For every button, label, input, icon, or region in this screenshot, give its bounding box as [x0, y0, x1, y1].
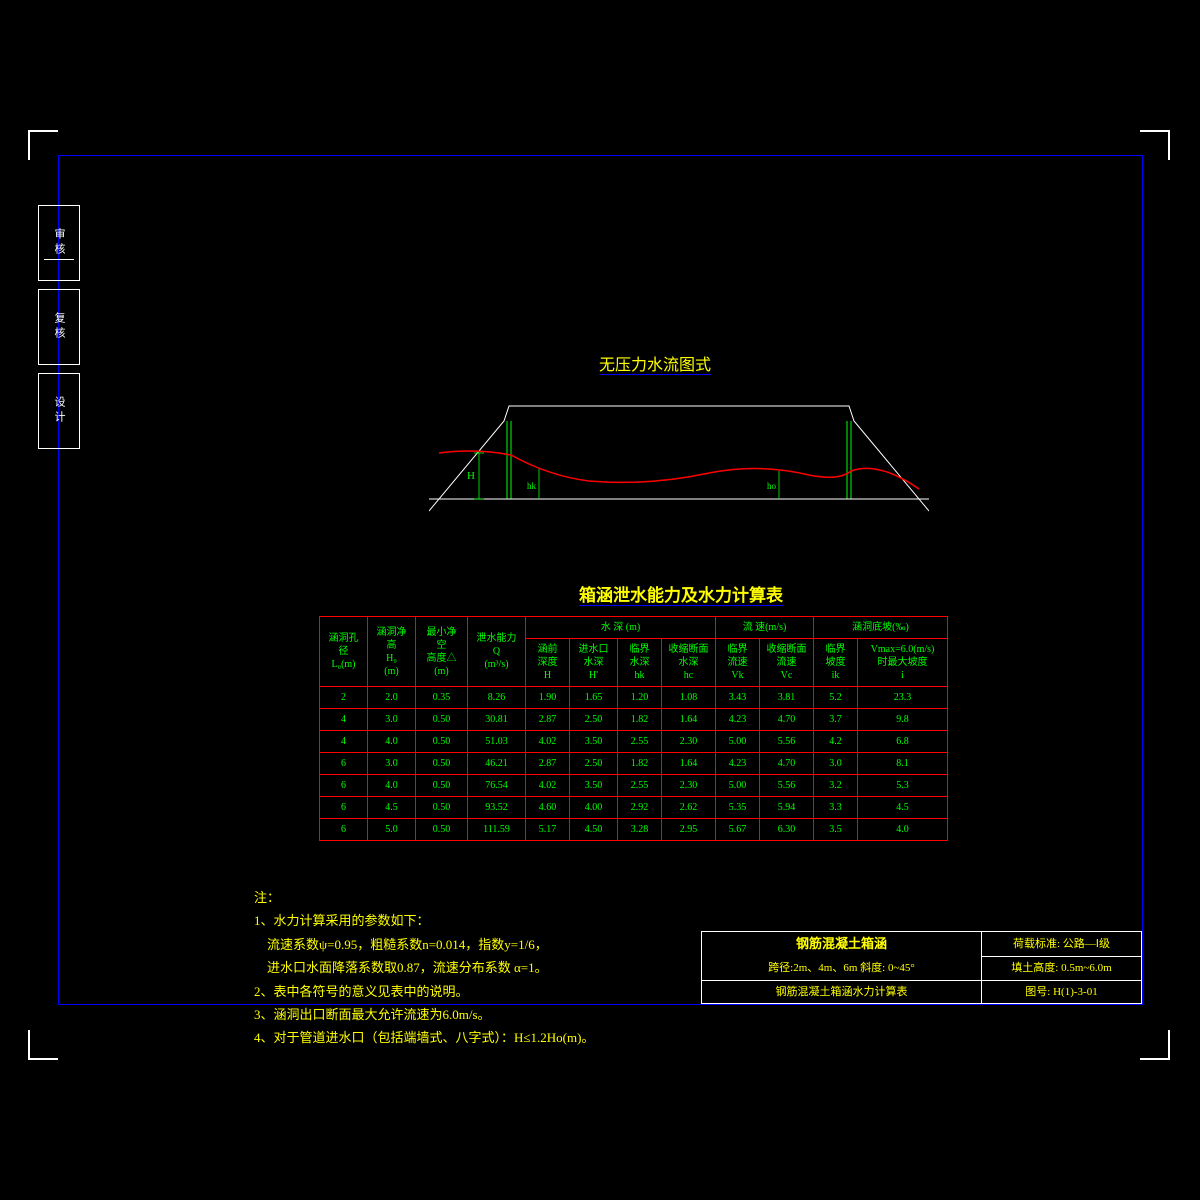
crop-mark-tr: [1140, 130, 1170, 160]
note-line: 流速系数ψ=0.95，粗糙系数n=0.014，指数y=1/6，: [254, 933, 594, 956]
notes-block: 注： 1、水力计算采用的参数如下： 流速系数ψ=0.95，粗糙系数n=0.014…: [254, 886, 594, 1050]
note-line: 4、对于管道进水口（包括端墙式、八字式）：H≤1.2Ho(m)。: [254, 1026, 594, 1049]
tb-fill: 填土高度: 0.5m~6.0m: [982, 957, 1142, 980]
crop-mark-br: [1140, 1030, 1170, 1060]
drawing-frame: 无压力水流图式 H hk ho 箱涵泄水能力及水力计算表 涵洞孔径L₀(m)涵洞…: [58, 155, 1143, 1005]
svg-text:hk: hk: [527, 481, 537, 491]
note-line: 2、表中各符号的意义见表中的说明。: [254, 980, 594, 1003]
tb-name: 钢筋混凝土箱涵水力计算表: [702, 980, 982, 1003]
svg-text:ho: ho: [767, 481, 777, 491]
hydraulic-table: 涵洞孔径L₀(m)涵洞净高H₀(m)最小净空高度△(m)泄水能力Q(m³/s)水…: [319, 616, 948, 841]
culvert-diagram: H hk ho: [429, 381, 929, 521]
tb-load: 荷载标准: 公路—Ⅰ级: [982, 932, 1142, 957]
notes-heading: 注：: [254, 886, 594, 909]
table-title: 箱涵泄水能力及水力计算表: [579, 581, 783, 606]
tab-review: 审核: [38, 205, 80, 281]
tab-design: 设计: [38, 373, 80, 449]
side-tabs: 审核 复核 设计: [38, 205, 80, 457]
figure-title: 无压力水流图式: [599, 351, 711, 375]
svg-text:H: H: [467, 470, 475, 482]
tb-span: 跨径:2m、4m、6m 斜度: 0~45°: [702, 957, 982, 980]
tab-check: 复核: [38, 289, 80, 365]
note-line: 进水口水面降落系数取0.87，流速分布系数 α=1。: [254, 956, 594, 979]
title-block: 钢筋混凝土箱涵 荷载标准: 公路—Ⅰ级 跨径:2m、4m、6m 斜度: 0~45…: [701, 931, 1142, 1004]
crop-mark-bl: [28, 1030, 58, 1060]
crop-mark-tl: [28, 130, 58, 160]
tb-project: 钢筋混凝土箱涵: [702, 932, 982, 957]
note-line: 1、水力计算采用的参数如下：: [254, 909, 594, 932]
note-line: 3、涵洞出口断面最大允许流速为6.0m/s。: [254, 1003, 594, 1026]
tb-no: 图号: H(1)-3-01: [982, 980, 1142, 1003]
